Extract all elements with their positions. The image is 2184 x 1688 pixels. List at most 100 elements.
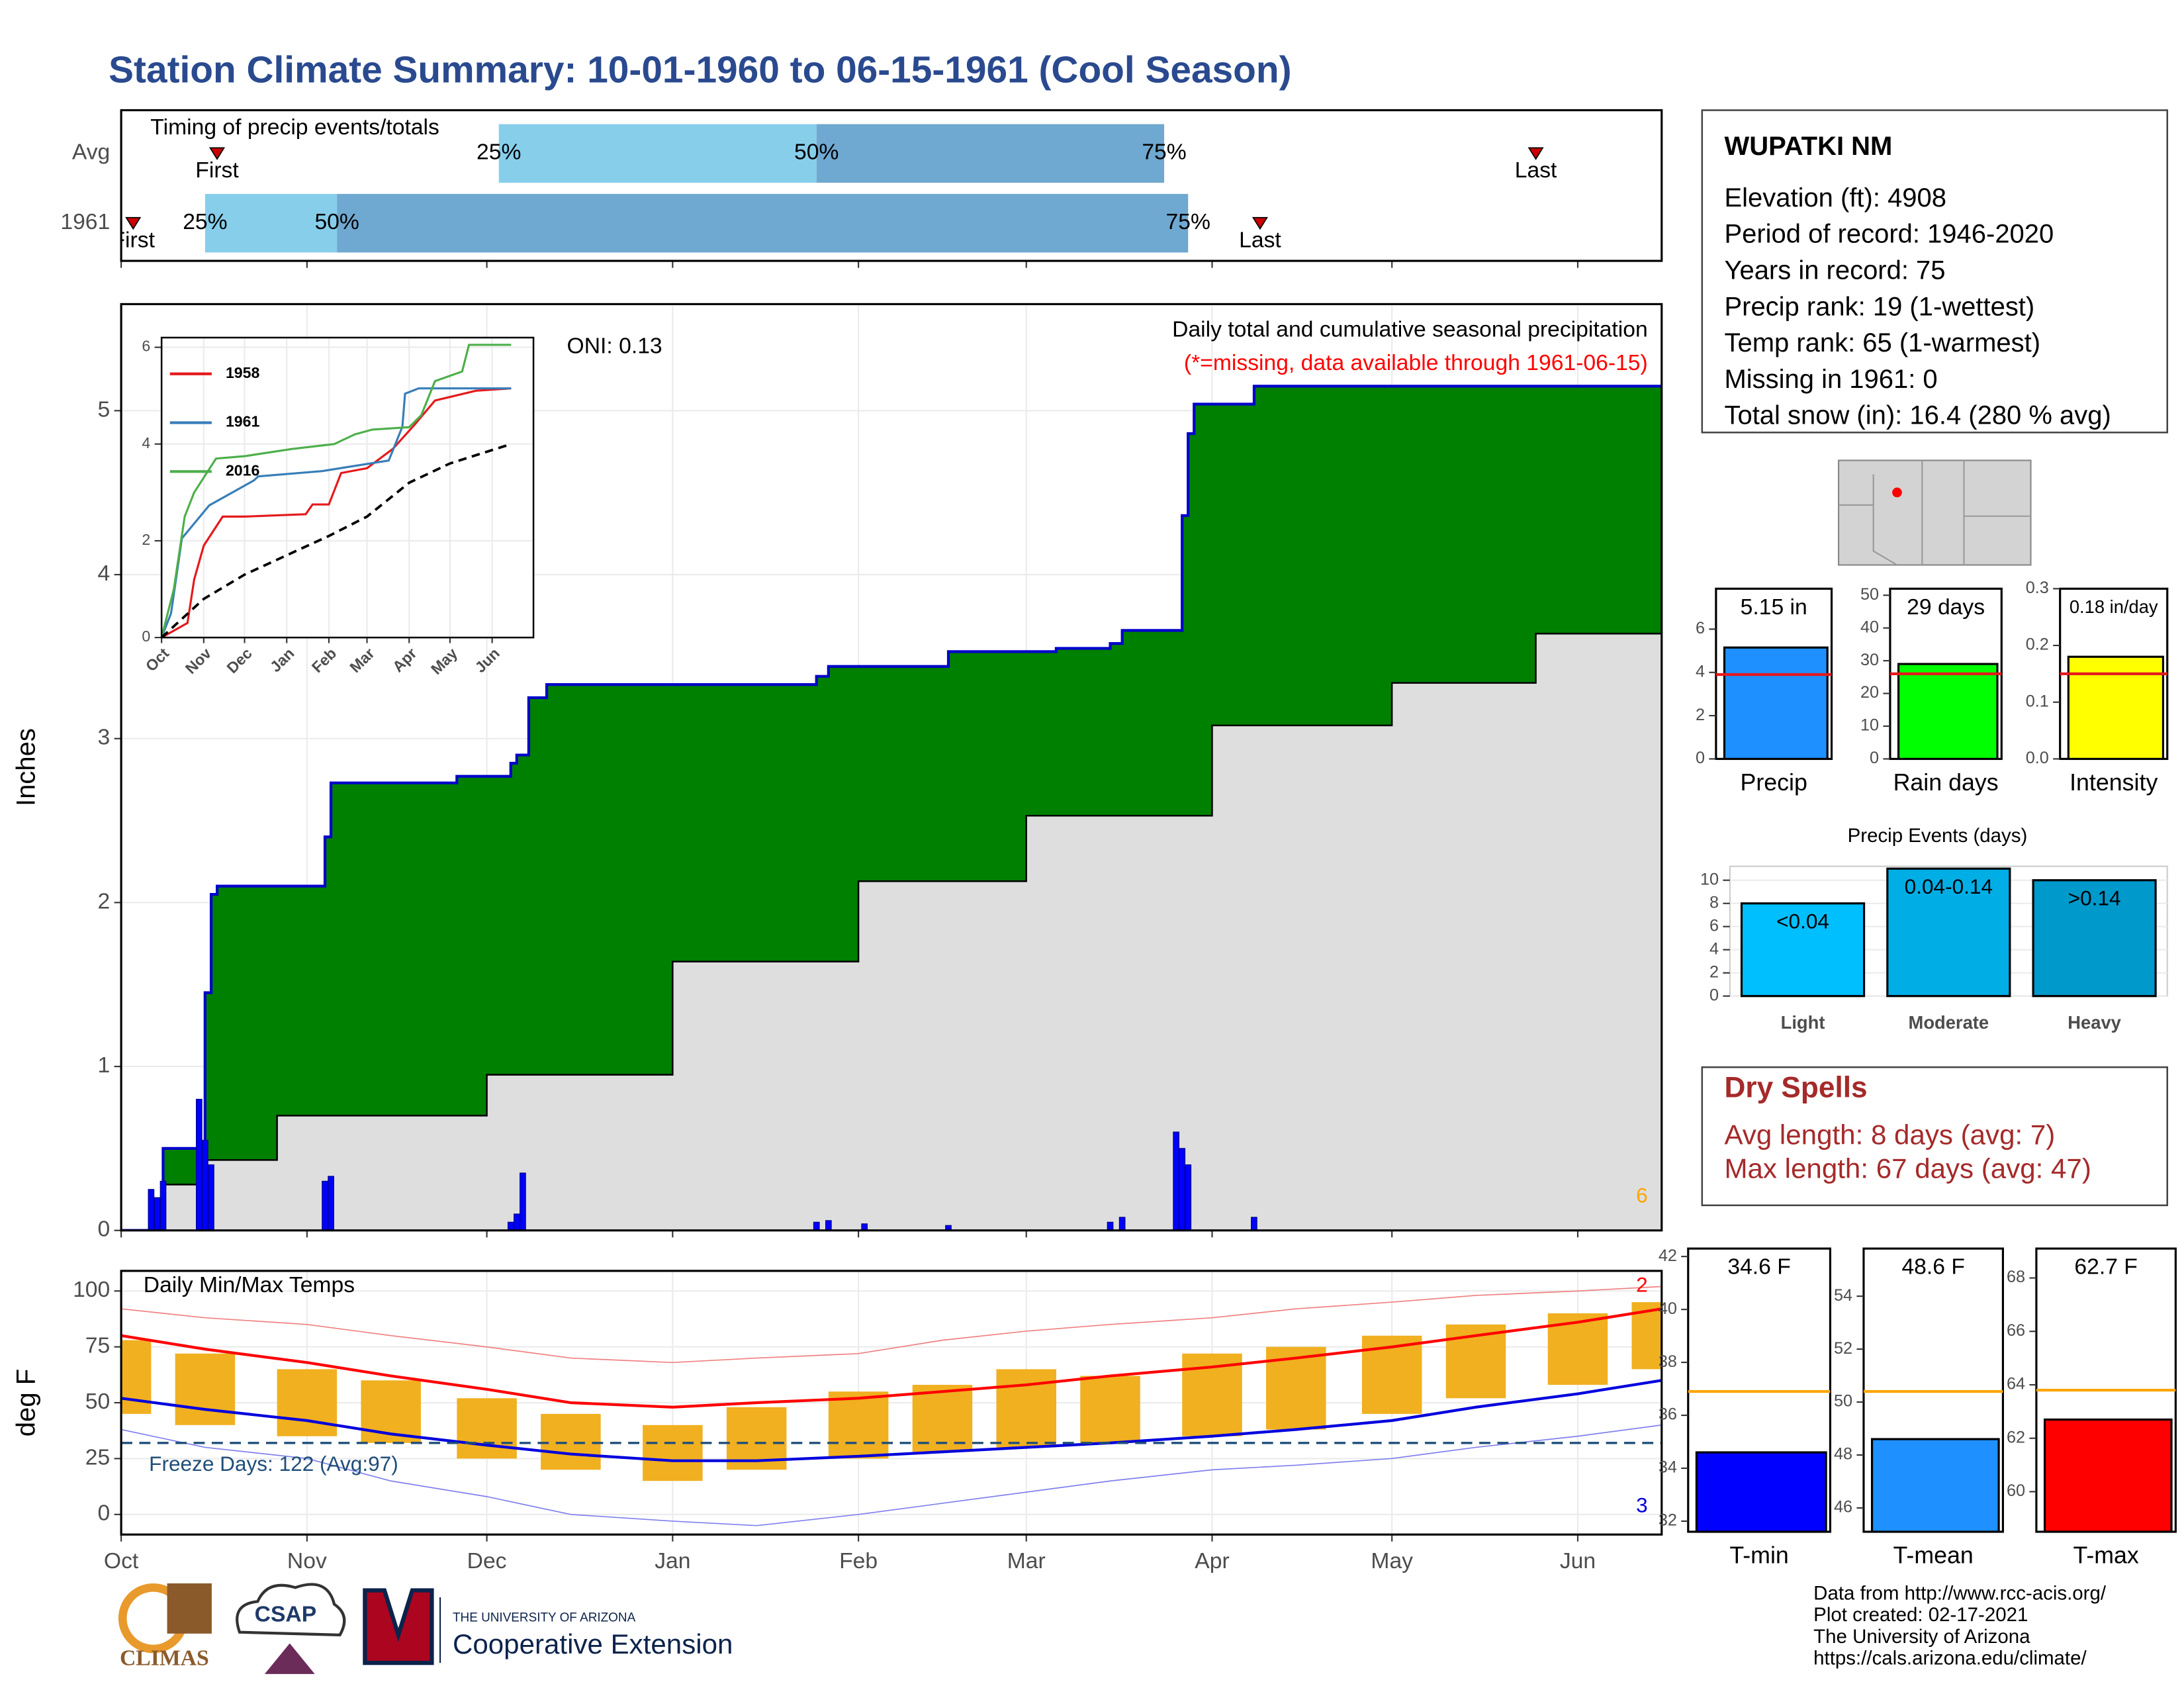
- value-label: 48.6 F: [1901, 1255, 1964, 1280]
- y-tick-label: 20: [1860, 683, 1879, 702]
- y-tick-label: 6: [1709, 916, 1719, 935]
- y-tick-label: 34: [1659, 1458, 1677, 1477]
- daily-bar: [1179, 1148, 1186, 1231]
- station-line: Total snow (in): 16.4 (280 % avg): [1724, 401, 2111, 430]
- event-bar: [2032, 879, 2157, 998]
- quantile-label: 75%: [1142, 140, 1186, 165]
- y-tick-label: 10: [1860, 716, 1879, 735]
- station-line: Elevation (ft): 4908: [1724, 183, 1946, 212]
- category-label: Precip: [1740, 769, 1807, 796]
- csap-cloud: [236, 1583, 346, 1637]
- temp-line: [121, 1379, 1662, 1462]
- y-tick-label: 50: [85, 1389, 110, 1414]
- gauge-bar: [2043, 1418, 2173, 1533]
- bar-label: >0.14: [2068, 886, 2121, 910]
- bar-label: <0.04: [1776, 910, 1829, 933]
- y-tick-label: 4: [1696, 662, 1705, 680]
- map-frame: [1838, 459, 2032, 566]
- category-label: T-mean: [1893, 1542, 1974, 1568]
- y-tick-label: 64: [2007, 1375, 2025, 1393]
- event-bar: [1740, 902, 1866, 998]
- station-line: Period of record: 1946-2020: [1724, 220, 2054, 249]
- x-tick-label: Oct: [104, 1549, 139, 1573]
- legend-label: 2016: [226, 461, 260, 479]
- station-dot: [1892, 487, 1902, 498]
- temp-range-bar: [277, 1369, 338, 1436]
- missing-note: (*=missing, data available through 1961-…: [1184, 351, 1648, 375]
- y-tick-label: 25: [85, 1445, 110, 1470]
- daily-bar: [202, 1139, 208, 1231]
- logo-text: CSAP: [255, 1602, 317, 1626]
- y-tick-label: 0.1: [2026, 692, 2049, 710]
- y-tick-label: 100: [73, 1278, 110, 1302]
- temps-title: Daily Min/Max Temps: [144, 1273, 355, 1297]
- daily-bar: [154, 1197, 161, 1231]
- y-tick-label: 32: [1659, 1511, 1677, 1530]
- logos: [118, 1583, 441, 1674]
- late-bar: [816, 124, 1165, 183]
- y-tick-label: 0: [1696, 749, 1705, 767]
- inset-panel: [161, 338, 534, 638]
- y-axis-label: deg F: [12, 1369, 41, 1436]
- early-bar: [205, 193, 338, 253]
- logo-text: THE UNIVERSITY OF ARIZONA: [453, 1611, 636, 1625]
- logo-text: Cooperative Extension: [453, 1628, 733, 1660]
- temp-range-bar: [996, 1369, 1056, 1448]
- category-label: T-max: [2073, 1542, 2138, 1568]
- credit-line: Plot created: 02-17-2021: [1813, 1604, 2028, 1626]
- temp-line: [121, 1307, 1662, 1409]
- daily-bar: [1185, 1164, 1192, 1231]
- event-label: Last: [1239, 228, 1281, 252]
- event-marker: [125, 216, 142, 230]
- credit-line: Data from http://www.rcc-acis.org/: [1813, 1583, 2107, 1605]
- daily-bar: [1173, 1131, 1179, 1231]
- main-title: Station Climate Summary: 10-01-1960 to 0…: [109, 50, 1291, 91]
- y-tick-label: 62: [2007, 1428, 2025, 1446]
- x-tick-label: Feb: [839, 1549, 878, 1573]
- inset-line: [160, 344, 512, 638]
- y-tick-label: 30: [1860, 651, 1879, 669]
- station-line: Temp rank: 65 (1-warmest): [1724, 328, 2040, 357]
- daily-bar: [328, 1176, 334, 1231]
- y-tick-label: 42: [1659, 1246, 1677, 1265]
- temp-range-bar: [912, 1385, 973, 1452]
- credit-line: https://cals.arizona.edu/climate/: [1813, 1648, 2087, 1669]
- x-tick-label: Jun: [1560, 1549, 1596, 1573]
- y-tick-label: 40: [1659, 1299, 1677, 1318]
- inset-line: [161, 387, 512, 639]
- y-tick-label: 2: [1709, 962, 1719, 981]
- y-tick-label: 1: [98, 1053, 111, 1078]
- temp-range-bar: [361, 1380, 421, 1443]
- y-tick-label: 3: [98, 726, 111, 750]
- climas-block: [167, 1583, 212, 1634]
- event-marker: [208, 147, 226, 160]
- panel-border: [120, 303, 1663, 1232]
- y-tick-label: 48: [1834, 1445, 1852, 1464]
- y-tick-label: 0: [142, 628, 150, 645]
- y-tick-label: 50: [1860, 585, 1879, 604]
- daily-bar: [196, 1098, 203, 1231]
- temp-line: [121, 1286, 1662, 1364]
- value-label: 62.7 F: [2074, 1255, 2137, 1280]
- temp-range-bar: [541, 1413, 601, 1470]
- row-label: 1961: [60, 210, 110, 234]
- daily-bar: [825, 1220, 832, 1231]
- inset-border: [160, 336, 535, 639]
- y-tick-label: 2: [98, 889, 111, 914]
- y-tick-label: 36: [1659, 1405, 1677, 1424]
- state-map: [1838, 459, 2032, 566]
- daily-bar: [159, 1180, 167, 1231]
- daily-bar: [1107, 1221, 1114, 1231]
- early-bar: [498, 124, 817, 183]
- daily-bar: [945, 1225, 952, 1231]
- cumulative-line: [121, 385, 1662, 1231]
- y-tick-label: 0: [1870, 749, 1879, 767]
- late-bar: [337, 193, 1189, 253]
- station-line: Precip rank: 19 (1-wettest): [1724, 292, 2034, 321]
- x-tick-label: Nov: [287, 1549, 327, 1573]
- y-tick-label: 8: [1709, 893, 1719, 912]
- y-tick-label: 0: [1709, 986, 1719, 1004]
- category-label: Rain days: [1893, 769, 1999, 796]
